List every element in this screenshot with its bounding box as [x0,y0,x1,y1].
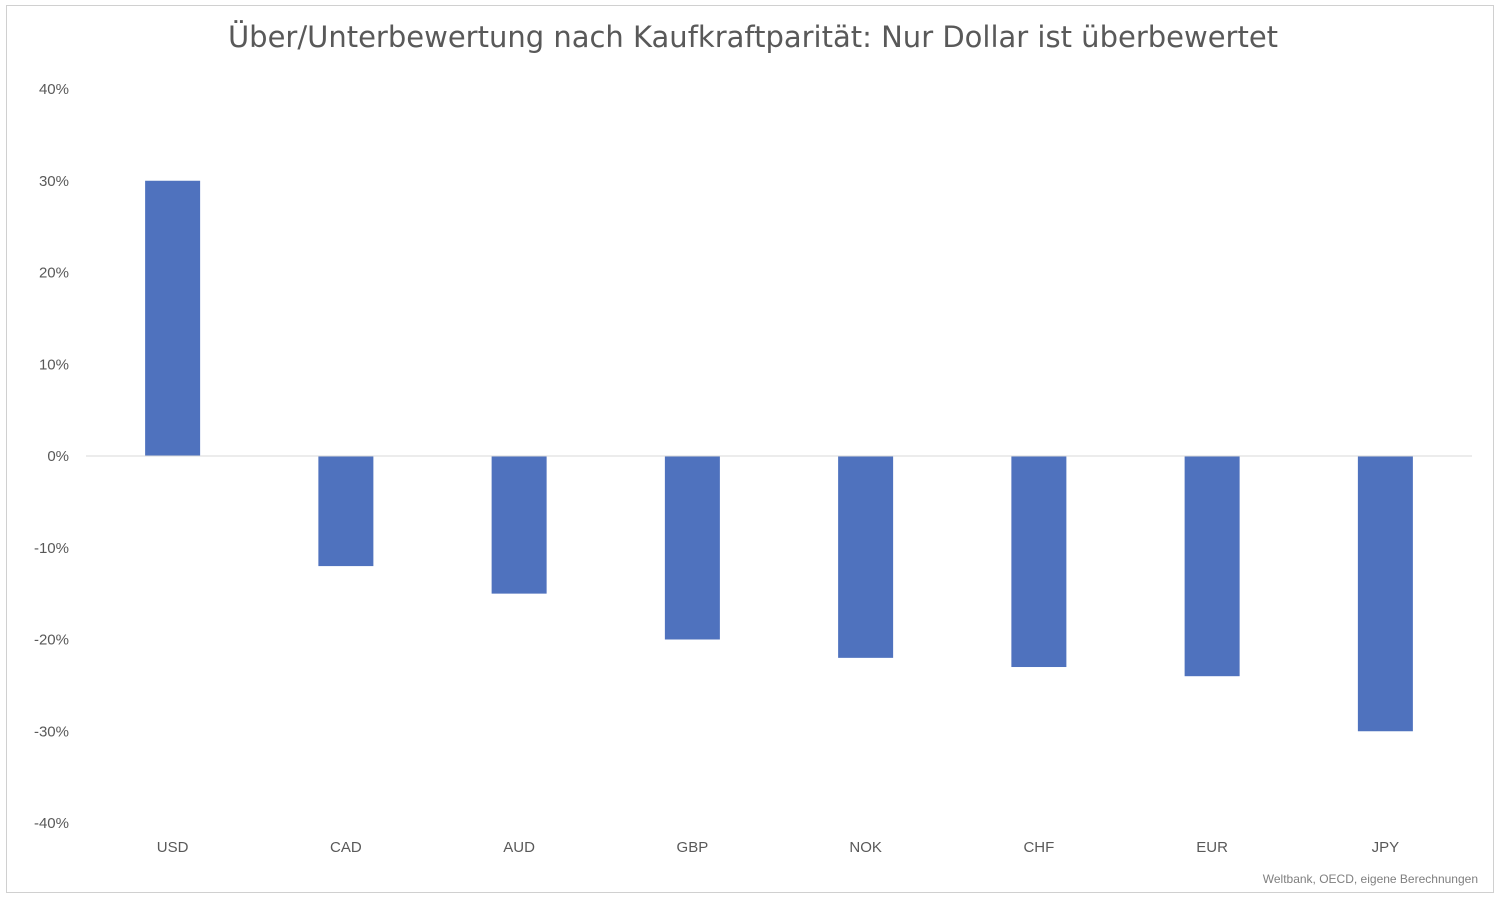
source-note: Weltbank, OECD, eigene Berechnungen [1262,872,1478,886]
chart-title: Über/Unterbewertung nach Kaufkraftparitä… [227,20,1279,54]
y-tick-label: -40% [34,815,69,832]
x-tick-label: USD [157,839,189,856]
y-tick-label: 40% [39,81,69,98]
y-tick-label: -20% [34,632,69,649]
bar-cad [318,456,374,567]
x-tick-label: EUR [1196,839,1228,856]
x-tick-label: JPY [1372,839,1400,856]
x-axis-ticks: USD CAD AUD GBP NOK CHF EUR JPY [157,839,1399,856]
bar-aud [491,456,547,594]
x-tick-label: AUD [503,839,535,856]
y-tick-label: 0% [47,448,69,465]
bar-nok [838,456,894,658]
x-tick-label: GBP [677,839,709,856]
chart-frame [6,5,1494,893]
bars [145,180,1413,732]
y-tick-label: 20% [39,265,69,282]
bar-eur [1184,456,1240,677]
x-tick-label: NOK [849,839,882,856]
x-tick-label: CHF [1023,839,1054,856]
y-tick-label: -10% [34,540,69,557]
bar-chf [1011,456,1067,668]
bar-usd [145,180,201,456]
y-axis-ticks: 40% 30% 20% 10% 0% -10% -20% -30% -40% [34,81,69,832]
x-tick-label: CAD [330,839,362,856]
bar-gbp [664,456,720,640]
y-tick-label: 10% [39,356,69,373]
y-tick-label: 30% [39,173,69,190]
y-tick-label: -30% [34,723,69,740]
bar-jpy [1357,456,1413,732]
